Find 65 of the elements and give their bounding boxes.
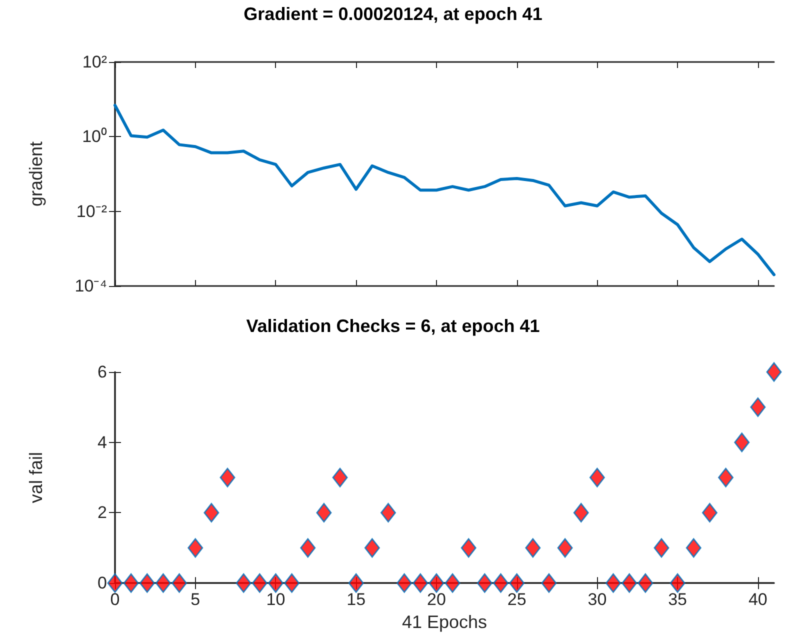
point bbox=[364, 538, 380, 558]
x-tick-label: 40 bbox=[748, 590, 768, 610]
point bbox=[654, 538, 670, 558]
y-axis-title: gradient bbox=[26, 141, 46, 207]
point bbox=[268, 573, 284, 593]
point bbox=[284, 573, 300, 593]
point bbox=[460, 538, 476, 558]
point bbox=[509, 573, 525, 593]
point bbox=[734, 432, 750, 452]
y-tick-label: 10⁻⁴ bbox=[74, 276, 107, 296]
point bbox=[188, 538, 204, 558]
x-tick-label: 35 bbox=[668, 590, 688, 610]
point bbox=[766, 362, 782, 382]
point bbox=[332, 468, 348, 488]
point bbox=[172, 573, 188, 593]
point bbox=[525, 538, 541, 558]
point bbox=[476, 573, 492, 593]
point bbox=[252, 573, 268, 593]
x-tick-label: 0 bbox=[110, 590, 120, 610]
x-tick-label: 30 bbox=[588, 590, 607, 610]
point bbox=[622, 573, 638, 593]
point bbox=[204, 502, 220, 522]
y-tick-label: 10⁻² bbox=[76, 202, 108, 221]
point bbox=[718, 468, 734, 488]
point bbox=[557, 538, 573, 558]
chart-title: Validation Checks = 6, at epoch 41 bbox=[246, 316, 540, 336]
point bbox=[300, 538, 316, 558]
x-tick-label: 15 bbox=[346, 590, 366, 610]
point bbox=[316, 502, 332, 522]
y-axis-title: val fail bbox=[26, 452, 46, 504]
point bbox=[606, 573, 622, 593]
point bbox=[686, 538, 702, 558]
point bbox=[589, 468, 605, 488]
x-tick-label: 20 bbox=[427, 590, 446, 610]
point bbox=[638, 573, 654, 593]
point bbox=[493, 573, 509, 593]
y-tick-label: 0 bbox=[98, 574, 107, 593]
point bbox=[396, 573, 412, 593]
point bbox=[428, 573, 444, 593]
point bbox=[139, 573, 155, 593]
point bbox=[107, 573, 123, 593]
x-tick-label: 25 bbox=[507, 590, 526, 610]
y-tick-label: 10⁰ bbox=[82, 127, 107, 146]
point bbox=[444, 573, 460, 593]
x-tick-label: 5 bbox=[190, 590, 200, 610]
point bbox=[702, 502, 718, 522]
point bbox=[220, 468, 236, 488]
line-series bbox=[114, 104, 776, 276]
x-axis-title: 41 Epochs bbox=[402, 612, 488, 632]
y-tick-label: 2 bbox=[98, 503, 107, 522]
point bbox=[412, 573, 428, 593]
y-tick-label: 6 bbox=[98, 362, 107, 382]
point bbox=[155, 573, 171, 593]
y-tick-label: 4 bbox=[98, 432, 107, 452]
point bbox=[670, 573, 686, 593]
x-tick-label: 10 bbox=[266, 590, 286, 610]
point bbox=[541, 573, 557, 593]
point bbox=[750, 397, 766, 417]
point bbox=[573, 502, 589, 522]
point bbox=[348, 573, 364, 593]
point bbox=[236, 573, 252, 593]
y-tick-label: 10² bbox=[82, 52, 108, 72]
point bbox=[380, 502, 396, 522]
point bbox=[123, 573, 139, 593]
chart-title: Gradient = 0.00020124, at epoch 41 bbox=[244, 4, 542, 24]
